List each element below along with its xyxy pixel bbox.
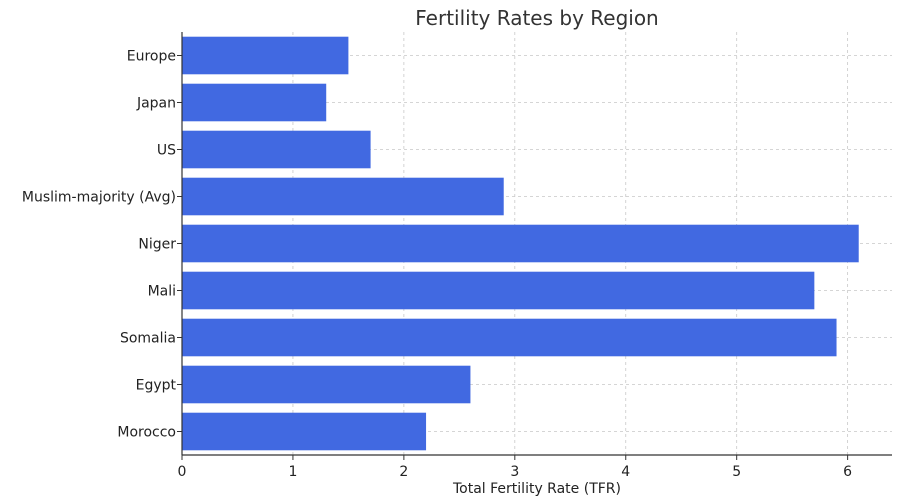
bar-japan <box>182 83 327 122</box>
category-label: Muslim-majority (Avg) <box>22 190 176 206</box>
x-tick-label: 2 <box>399 464 408 480</box>
axes-layer <box>177 32 892 460</box>
y-tick-labels: Europe Japan US Muslim-majority (Avg) Niger M… <box>22 49 177 441</box>
x-tick-label: 6 <box>843 464 852 480</box>
chart-title: Fertility Rates by Region <box>415 6 658 30</box>
bar-morocco <box>182 412 427 451</box>
bar-us <box>182 130 371 169</box>
category-label: Morocco <box>117 425 176 441</box>
bar-niger <box>182 224 859 263</box>
category-label: Egypt <box>136 378 177 394</box>
category-label: Niger <box>138 237 176 253</box>
x-tick-label: 5 <box>732 464 741 480</box>
bar-egypt <box>182 365 471 404</box>
bar-mali <box>182 271 815 310</box>
category-label: Japan <box>136 96 176 112</box>
category-label: Mali <box>148 284 176 300</box>
x-tick-label: 0 <box>178 464 187 480</box>
x-tick-label: 4 <box>621 464 630 480</box>
bar-europe <box>182 36 349 75</box>
x-tick-labels: 0 1 2 3 4 5 6 <box>178 464 853 480</box>
bar-somalia <box>182 318 837 357</box>
x-tick-label: 1 <box>288 464 297 480</box>
category-label: Somalia <box>120 331 176 347</box>
x-tick-label: 3 <box>510 464 519 480</box>
bar-muslim-majority-avg <box>182 177 504 216</box>
category-label: US <box>157 143 176 159</box>
x-axis-label: Total Fertility Rate (TFR) <box>452 481 621 497</box>
category-label: Europe <box>127 49 176 65</box>
bars-layer <box>182 36 859 451</box>
